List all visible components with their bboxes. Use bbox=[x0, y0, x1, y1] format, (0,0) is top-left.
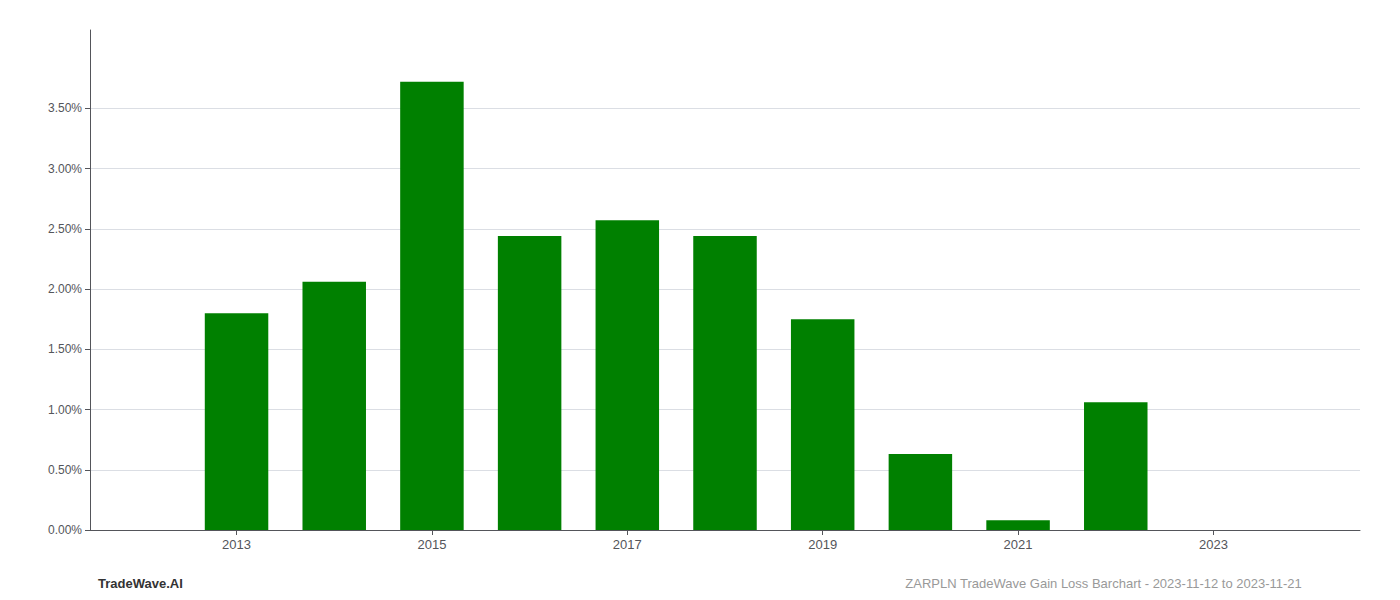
svg-text:3.00%: 3.00% bbox=[48, 162, 82, 176]
svg-text:2.00%: 2.00% bbox=[48, 282, 82, 296]
svg-text:2019: 2019 bbox=[808, 537, 837, 552]
svg-text:2013: 2013 bbox=[222, 537, 251, 552]
svg-text:2017: 2017 bbox=[613, 537, 642, 552]
svg-text:TradeWave.AI: TradeWave.AI bbox=[98, 576, 183, 591]
svg-text:1.00%: 1.00% bbox=[48, 403, 82, 417]
svg-text:2021: 2021 bbox=[1004, 537, 1033, 552]
svg-text:1.50%: 1.50% bbox=[48, 342, 82, 356]
svg-text:2.50%: 2.50% bbox=[48, 222, 82, 236]
svg-text:2015: 2015 bbox=[417, 537, 446, 552]
svg-text:3.50%: 3.50% bbox=[48, 101, 82, 115]
svg-text:ZARPLN TradeWave Gain Loss Bar: ZARPLN TradeWave Gain Loss Barchart - 20… bbox=[905, 576, 1301, 591]
svg-text:0.00%: 0.00% bbox=[48, 523, 82, 537]
svg-text:2023: 2023 bbox=[1199, 537, 1228, 552]
svg-text:0.50%: 0.50% bbox=[48, 463, 82, 477]
